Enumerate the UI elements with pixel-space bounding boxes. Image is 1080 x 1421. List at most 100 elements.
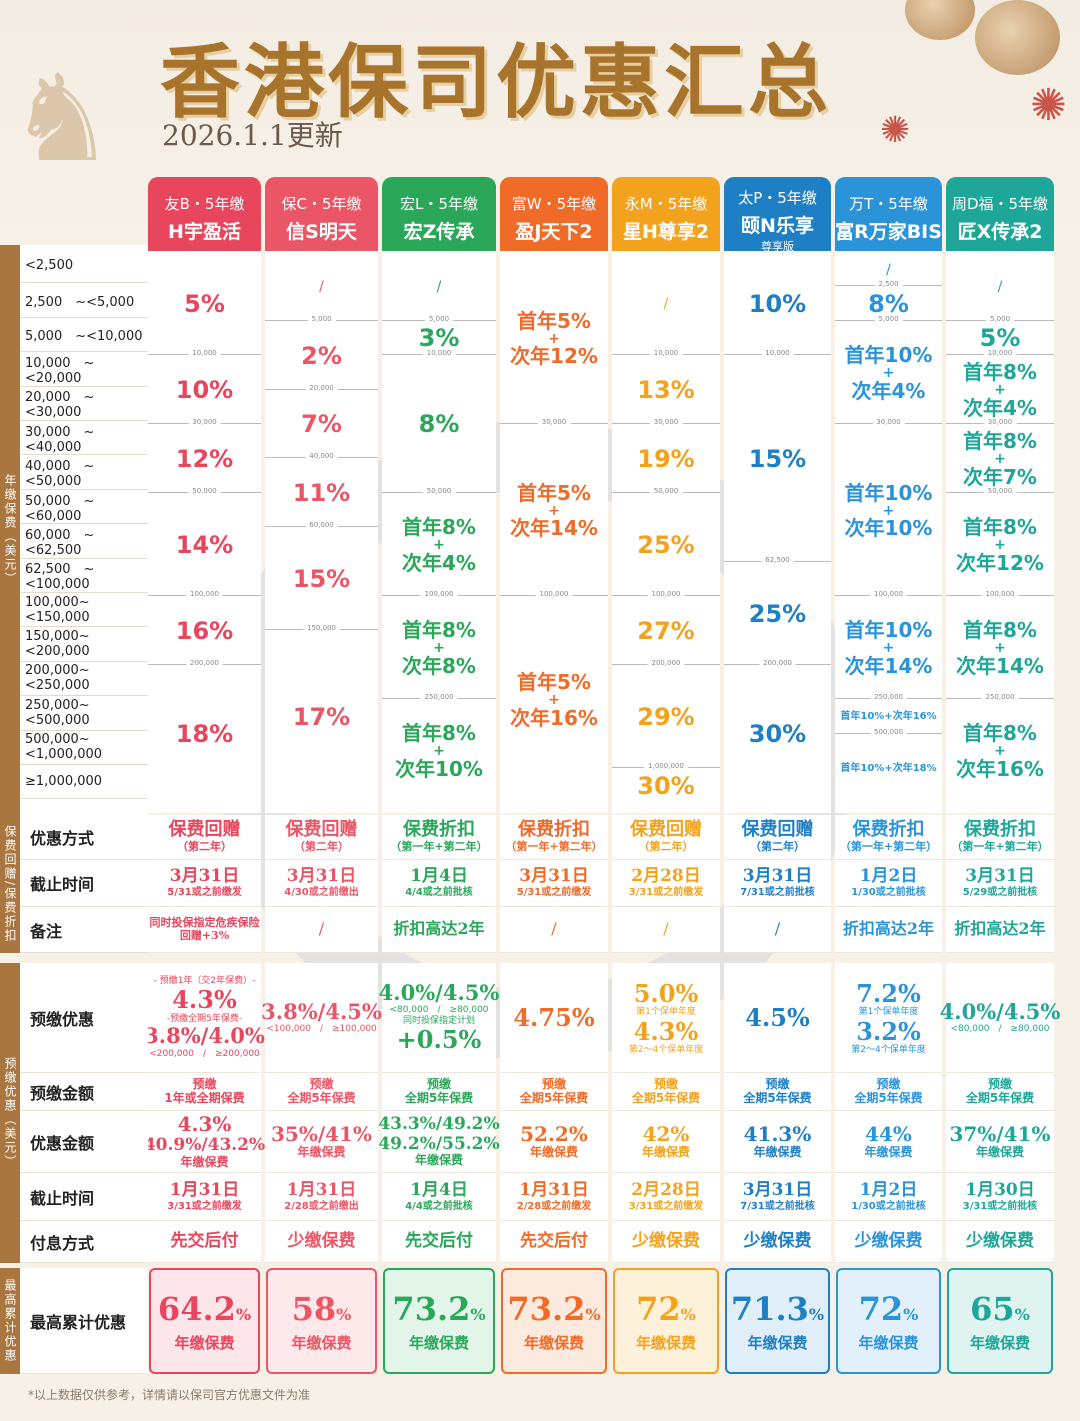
tier-row: 50,000 ~<60,000 bbox=[20, 490, 148, 525]
prepay-deadline: 1月4日 bbox=[410, 1179, 468, 1200]
tier-boundary: 100,000 bbox=[612, 590, 720, 598]
prepay-deadline-cell: 2月28日 3/31或之前缴发 bbox=[612, 1173, 720, 1221]
boundary-label: 5,000 bbox=[307, 314, 336, 323]
discount-segment: 首年8% + 次年4% bbox=[382, 494, 496, 597]
offer-amount: 49.2%/55.2% bbox=[378, 1133, 500, 1154]
deadline-cell: 3月31日 5/29或之前批核 bbox=[946, 860, 1054, 907]
discount-segment: / bbox=[382, 253, 496, 322]
tier-boundary: 2,500 bbox=[835, 280, 942, 289]
tier-boundary: 50,000 bbox=[148, 486, 261, 495]
product-tier-body: 10,000 62,500 200,000 bbox=[724, 251, 831, 814]
percent-sign: % bbox=[1014, 1304, 1030, 1324]
prepay-amount: 全期5年保费 bbox=[854, 1090, 923, 1105]
remark-cell: 同时投保指定危疾保险回赠+3% bbox=[148, 907, 261, 953]
tier-boundary: 20,000 bbox=[265, 383, 378, 392]
tier-row: 62,500 ~<100,000 bbox=[20, 559, 148, 593]
discount-line: / bbox=[997, 279, 1003, 296]
product-header: 周D福・5年缴 匠X传承2 bbox=[946, 177, 1054, 251]
tier-row: 500,000~<1,000,000 bbox=[20, 731, 148, 765]
deadline: 2月28日 bbox=[631, 866, 701, 887]
deadline-cell: 3月31日 5/31或之前缴发 bbox=[500, 860, 608, 907]
offer-type-cell: 保费折扣 （第一年+第二年） bbox=[500, 815, 608, 860]
side-label-max-total: 最高累计优惠 bbox=[0, 1268, 20, 1374]
tier-boundary: 100,000 bbox=[835, 590, 942, 598]
offer-amount: 年缴保费 bbox=[414, 1153, 463, 1168]
boundary-label: 200,000 bbox=[759, 658, 796, 667]
discount-line: 25% bbox=[637, 530, 695, 559]
discount-line: 15% bbox=[292, 565, 351, 594]
discount-line: 5% bbox=[979, 324, 1021, 353]
discount-segment: 15% bbox=[724, 356, 831, 562]
discount-line: 首年10%+次年16% bbox=[840, 711, 937, 723]
discount-segment: 25% bbox=[724, 563, 831, 666]
discount-line: 次年4% bbox=[402, 550, 476, 575]
max-total-label: 年缴保费 bbox=[174, 1333, 235, 1352]
percent-sign: % bbox=[235, 1304, 252, 1324]
discount-segment: 18% bbox=[148, 666, 261, 804]
discount-segment: 首年8% + 次年12% bbox=[946, 494, 1054, 597]
offer-note: （第一年+第二年） bbox=[839, 840, 938, 854]
prepay-amount-cell: 预缴 全期5年保费 bbox=[265, 1073, 378, 1111]
max-total-cell: 64.2% 年缴保费 bbox=[149, 1268, 260, 1374]
tier-boundary: 500,000 bbox=[835, 727, 942, 736]
remark: 同时投保指定危疾保险回赠+3% bbox=[149, 915, 260, 942]
max-total-label: 年缴保费 bbox=[635, 1333, 696, 1352]
tier-boundary: 200,000 bbox=[724, 658, 831, 667]
percent-sign: % bbox=[470, 1304, 486, 1324]
discount-line: 3% bbox=[418, 324, 460, 353]
interest-method-cell: 少缴保费 bbox=[835, 1221, 942, 1263]
offer-amount: 年缴保费 bbox=[297, 1145, 346, 1160]
tier-boundary: 250,000 bbox=[946, 693, 1054, 702]
prepay-amount: 全期5年保费 bbox=[631, 1090, 701, 1105]
product-subtitle: 尊享版 bbox=[761, 240, 794, 253]
discount-line: 11% bbox=[292, 479, 351, 508]
max-total-cell: 73.2% 年缴保费 bbox=[383, 1268, 495, 1374]
discount-line: 14% bbox=[175, 530, 234, 559]
discount-line: + bbox=[882, 365, 895, 382]
offer-amount: 年缴保费 bbox=[180, 1154, 229, 1169]
discount-segment: 3% bbox=[382, 322, 496, 356]
prepay-offer-cell: - 预缴1年（交2年保费）- 4.3% -预缴全期5年保费- 3.8%/4.0% <20… bbox=[144, 963, 265, 1073]
discount-line: 首年10%+次年18% bbox=[840, 762, 937, 774]
offer-note: （第一年+第二年） bbox=[951, 840, 1049, 854]
prepay-deadline: 1月31日 bbox=[519, 1179, 589, 1200]
boundary-label: 50,000 bbox=[422, 486, 456, 495]
discount-line: 次年14% bbox=[844, 653, 933, 678]
prepay-deadline-note: 2/28或之前缴发 bbox=[516, 1200, 592, 1212]
max-total-number: 72 bbox=[858, 1289, 904, 1328]
product-header: 太P・5年缴 颐N乐享 尊享版 bbox=[724, 177, 831, 253]
prepay-offer-cell: 4.5% bbox=[724, 963, 831, 1073]
discount-line: 2% bbox=[301, 341, 342, 370]
tier-boundary: 250,000 bbox=[835, 693, 942, 702]
discount-line: + bbox=[994, 640, 1006, 657]
discount-segment: 首年8% + 次年16% bbox=[946, 700, 1054, 803]
offer-amount: 4.3% bbox=[177, 1112, 232, 1137]
prepay-line: 4.3% bbox=[172, 985, 237, 1015]
page-title: 香港保司优惠汇总 bbox=[160, 36, 832, 129]
boundary-label: 10,000 bbox=[422, 349, 456, 358]
discount-segment: 27% bbox=[612, 597, 720, 666]
discount-line: / bbox=[663, 296, 669, 313]
prepay-line: 4.0%/4.5% bbox=[378, 980, 500, 1006]
firework-icon: ✺ bbox=[880, 110, 911, 151]
product-header: 保C・5年缴 信S明天 bbox=[265, 177, 378, 251]
offer-amount: 年缴保费 bbox=[864, 1145, 913, 1160]
product-company: 永M・5年缴 bbox=[624, 195, 708, 213]
discount-segment: 首年8% + 次年8% bbox=[382, 597, 496, 700]
discount-line: 首年8% bbox=[963, 360, 1037, 385]
prepay-deadline-note: 4/4或之前批核 bbox=[405, 1200, 473, 1212]
tier-boundary: 50,000 bbox=[946, 486, 1054, 495]
discount-line: 首年8% bbox=[963, 515, 1037, 540]
prepay-offer-cell: 3.8%/4.5% <100,000 / ≥100,000 bbox=[261, 963, 382, 1073]
discount-segment: 首年10%+次年18% bbox=[835, 735, 942, 804]
premium-tier-column: <2,500 2,500 ~<5,000 5,000 ~<10,000 10,000 … bbox=[20, 245, 148, 815]
tier-boundary: 150,000 bbox=[265, 624, 378, 633]
max-total-number: 58 bbox=[291, 1289, 337, 1328]
deadline: 1月2日 bbox=[859, 866, 918, 887]
discount-segment: 首年5% + 次年14% bbox=[500, 425, 608, 597]
discount-segment: 首年8% + 次年10% bbox=[382, 700, 496, 803]
prepay-amount: 全期5年保费 bbox=[404, 1090, 474, 1105]
discount-line: 次年16% bbox=[510, 705, 598, 730]
max-total-label: 年缴保费 bbox=[747, 1333, 808, 1352]
deadline-cell: 3月31日 5/31或之前缴发 bbox=[148, 860, 261, 907]
